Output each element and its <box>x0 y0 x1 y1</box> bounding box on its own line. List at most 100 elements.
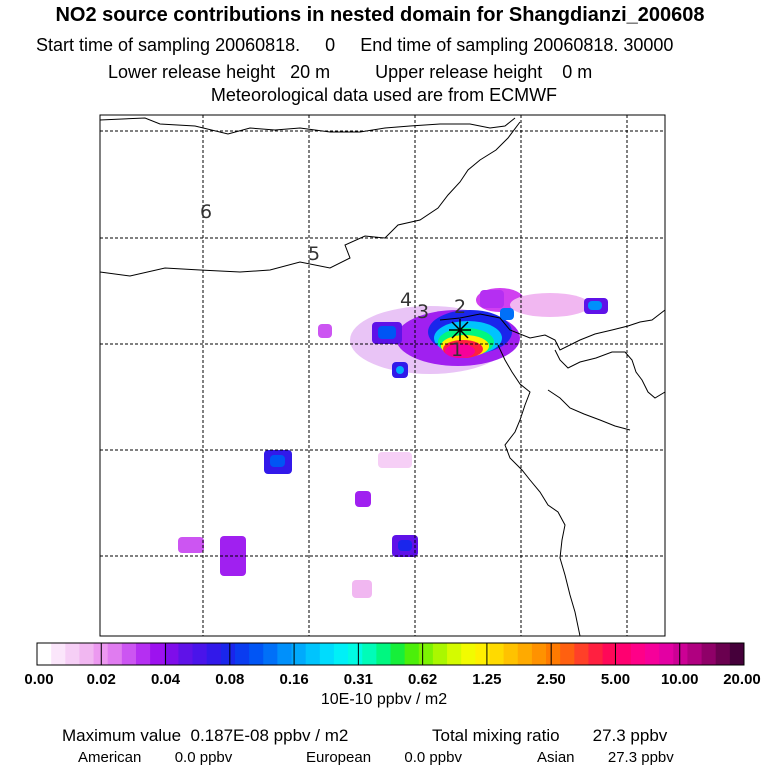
colorbar-tick-label: 20.00 <box>723 671 761 688</box>
plume-cell <box>378 452 412 468</box>
colorbar-swatch <box>362 643 377 665</box>
colorbar-swatch <box>517 643 533 665</box>
coastline-bohai <box>439 309 666 351</box>
colorbar-swatch <box>164 643 179 665</box>
colorbar-tick-label: 0.04 <box>151 671 181 688</box>
colorbar-swatch <box>333 643 349 665</box>
colorbar-swatch <box>277 643 293 665</box>
colorbar-tick-label: 0.31 <box>344 671 373 688</box>
colorbar-tick-label: 0.02 <box>87 671 116 688</box>
colorbar-swatch <box>489 643 505 665</box>
plume-cell <box>500 308 514 320</box>
end-time-label: End time of sampling 20060818. 30000 <box>360 35 674 55</box>
colorbar-swatch <box>305 643 321 665</box>
boundary-segment <box>99 121 521 277</box>
maximum-value: Maximum value 0.187E-08 ppbv / m2 <box>62 726 348 746</box>
trajectory-labels: 1 2 3 4 5 6 <box>200 201 466 361</box>
coastline-shandong <box>547 389 631 431</box>
colorbar-swatch <box>291 643 307 665</box>
colorbar-swatch <box>51 643 66 665</box>
colorbar-swatch <box>348 643 363 665</box>
colorbar-tick-label: 0.08 <box>215 671 244 688</box>
american-contribution: American 0.0 ppbv <box>78 749 232 766</box>
colorbar-swatch <box>37 643 52 665</box>
map-frame <box>99 114 666 637</box>
colorbar-swatch <box>150 643 165 665</box>
colorbar-tick-labels: 0.00 0.02 0.04 0.08 0.16 0.31 0.62 1.25 2.50 5.00… <box>24 671 760 688</box>
plume-cell <box>378 326 396 339</box>
trajectory-label-3: 3 <box>417 301 429 323</box>
coastline-east <box>497 344 581 637</box>
colorbar-swatch <box>376 643 391 665</box>
colorbar-swatch <box>390 643 406 665</box>
colorbar-swatch <box>630 643 646 665</box>
colorbar-swatch <box>432 643 448 665</box>
colorbar-swatch <box>234 643 250 665</box>
chart-title: NO2 source contributions in nested domai… <box>55 4 705 26</box>
colorbar-swatch <box>263 643 278 665</box>
colorbar-swatch <box>79 643 95 665</box>
colorbar-swatch <box>319 643 335 665</box>
plume-cell <box>355 491 371 507</box>
asian-contribution: Asian 27.3 ppbv <box>537 749 674 766</box>
colorbar-swatch <box>107 643 123 665</box>
trajectory-label-6: 6 <box>200 201 212 223</box>
plume-cell <box>588 301 602 310</box>
colorbar-swatch <box>475 643 490 665</box>
colorbar-swatch <box>729 643 745 665</box>
colorbar-tick-label: 0.00 <box>24 671 53 688</box>
colorbar-swatch <box>65 643 80 665</box>
plume-cell <box>318 324 332 338</box>
colorbar-swatch <box>220 643 236 665</box>
plume-layer <box>178 288 608 598</box>
colorbar-swatch <box>574 643 589 665</box>
colorbar-swatch <box>192 643 208 665</box>
plume-cell <box>445 344 475 358</box>
total-mixing-ratio: Total mixing ratio 27.3 ppbv <box>432 726 667 746</box>
trajectory-label-1: 1 <box>451 339 463 361</box>
colorbar-swatch <box>602 643 618 665</box>
american-label: American <box>78 749 142 766</box>
plume-cell <box>270 455 285 467</box>
upper-release-label: Upper release height <box>375 62 543 82</box>
total-value: 27.3 ppbv <box>592 726 668 745</box>
colorbar-tick-label: 5.00 <box>601 671 630 688</box>
trajectory-label-5: 5 <box>308 243 320 265</box>
sampling-times: Start time of sampling 20060818. 0 End t… <box>36 35 768 55</box>
trajectory-label-2: 2 <box>454 296 466 318</box>
asian-label: Asian <box>537 749 575 766</box>
colorbar-swatch <box>206 643 222 665</box>
european-contribution: European 0.0 ppbv <box>306 749 462 766</box>
colorbar-swatch <box>418 643 434 665</box>
colorbar-swatch <box>121 643 137 665</box>
plume-cell <box>396 366 404 374</box>
plume-cell <box>352 580 372 598</box>
asian-value: 27.3 ppbv <box>607 749 674 766</box>
european-label: European <box>306 749 372 766</box>
gridlines <box>100 115 665 636</box>
coastline-peninsula <box>554 349 666 399</box>
plume-cell <box>398 540 412 551</box>
plume-cell <box>480 290 504 308</box>
start-time-hour: 0 <box>325 35 336 55</box>
colorbar-swatch <box>715 643 731 665</box>
colorbar-unit: 10E-10 ppbv / m2 <box>321 691 447 708</box>
colorbar-tick-label: 0.16 <box>279 671 308 688</box>
start-time-label: Start time of sampling 20060818. <box>36 35 301 55</box>
american-value: 0.0 ppbv <box>174 749 233 766</box>
plume-cell <box>178 537 204 553</box>
colorbar-swatch <box>503 643 519 665</box>
colorbar-swatch <box>560 643 575 665</box>
plume-cell <box>510 293 590 317</box>
colorbar-swatch <box>673 643 688 665</box>
colorbar-swatch <box>249 643 264 665</box>
colorbar-tick-label: 10.00 <box>661 671 699 688</box>
max-label: Maximum value <box>62 726 182 745</box>
release-heights: Lower release height 20 m Upper release … <box>108 62 768 82</box>
receptor-asterisk-icon <box>449 319 471 341</box>
max-value: 0.187E-08 ppbv / m2 <box>190 726 349 745</box>
colorbar-swatch <box>404 643 420 665</box>
colorbar-swatch <box>645 643 660 665</box>
colorbar-swatch <box>447 643 462 665</box>
